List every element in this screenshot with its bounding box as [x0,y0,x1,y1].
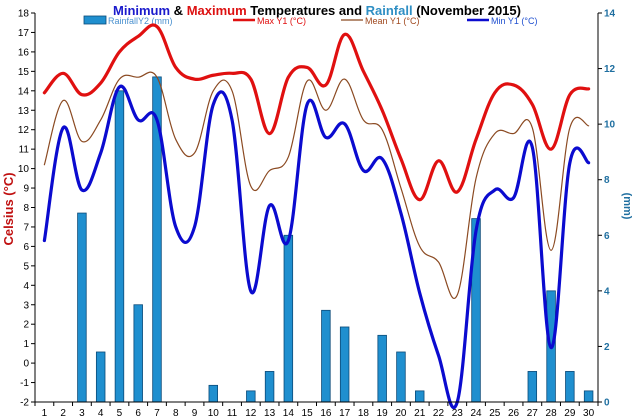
rain-bar [95,351,106,403]
rain-bar [339,326,350,403]
legend-label: Mean Y1 (°C) [365,16,419,26]
legend: RainfallY2 (mm) Max Y1 (°C) Mean Y1 (°C) Mi… [83,15,537,26]
x-tick-label: 24 [470,408,482,419]
y-tick-label-left: 5 [23,261,29,272]
title-part: Temperatures and [247,3,366,18]
series-line-min [42,84,591,410]
x-tick-label: 22 [433,408,445,419]
y-tick-label-left: 1 [23,339,29,350]
title-part: & [170,3,187,18]
x-tick-label: 1 [42,408,48,419]
y-tick-label-left: 8 [23,203,29,214]
x-tick-label: 29 [564,408,576,419]
x-tick-label: 21 [414,408,426,419]
x-tick-label: 19 [377,408,389,419]
x-tick-label: 8 [173,408,179,419]
rain-bar [283,234,294,403]
legend-label: Max Y1 (°C) [257,16,306,26]
y-axis-label-left: Celsius (°C) [1,172,16,245]
series-line-mean [43,71,590,299]
rain-bar [415,390,425,403]
y-tick-label-left: 12 [18,125,30,136]
x-tick-label: 2 [60,408,66,419]
x-tick-label: 18 [358,408,370,419]
x-tick-label: 16 [320,408,332,419]
rain-bar [246,390,256,403]
legend-swatch-rainfall [83,15,107,25]
y-tick-label-left: -2 [20,398,29,409]
y-tick-label-right: 10 [604,120,616,131]
x-tick-label: 10 [208,408,220,419]
x-tick-label: 27 [527,408,539,419]
x-tick-label: 11 [227,408,238,419]
rain-bar [321,309,331,403]
rain-bar [77,212,87,403]
x-tick-label: 26 [508,408,520,419]
y-tick-label-left: 13 [18,106,30,117]
y-tick-label-left: 0 [23,359,29,370]
x-tick-label: 23 [452,408,464,419]
rain-bar [583,390,594,403]
y-tick-label-right: 6 [604,231,610,242]
title-part: (November 2015) [413,3,521,18]
x-tick-label: 20 [395,408,407,419]
x-tick-label: 12 [245,408,257,419]
y-tick-label-right: 12 [604,64,616,75]
y-tick-label-left: 6 [23,242,29,253]
title-part: Rainfall [366,3,413,18]
y-tick-label-left: -1 [20,378,29,389]
x-tick-label: 15 [302,408,314,419]
legend-label: RainfallY2 (mm) [108,16,173,26]
title-part: Minimum [113,3,170,18]
rain-bar [565,371,575,403]
y-tick-label-left: 14 [18,86,30,97]
y-tick-label-left: 4 [23,281,29,292]
x-tick-label: 17 [339,408,351,419]
y-tick-label-right: 0 [604,398,610,409]
x-tick-label: 13 [264,408,276,419]
y-tick-label-left: 17 [18,28,30,39]
x-tick-label: 28 [546,408,558,419]
title-part: Maximum [187,3,247,18]
rain-bar [396,351,406,403]
y-tick-label-left: 9 [23,184,29,195]
y-tick-label-left: 7 [23,222,29,233]
y-tick-label-left: 16 [18,47,30,58]
x-tick-label: 30 [583,408,595,419]
y-tick-label-right: 4 [604,286,610,297]
y-tick-label-right: 2 [604,342,610,353]
y-tick-label-left: 3 [23,300,29,311]
rain-bar [377,334,387,403]
y-tick-label-left: 11 [19,145,30,156]
y-axis-label-right: (mm) [621,193,633,220]
x-tick-label: 25 [489,408,501,419]
rain-bar [114,90,125,403]
x-tick-label: 6 [135,408,141,419]
x-tick-label: 4 [98,408,104,419]
y-tick-label-left: 2 [23,320,29,331]
y-tick-label-right: 14 [604,9,616,20]
x-tick-label: 7 [154,408,160,419]
y-tick-label-left: 10 [18,164,30,175]
y-tick-label-left: 15 [18,67,30,78]
rain-bar [133,304,143,403]
rain-bar [208,384,218,403]
series-line-max [42,23,591,202]
rain-bar [527,371,538,403]
x-tick-label: 14 [283,408,295,419]
rain-bar [264,371,275,403]
y-tick-label-right: 8 [604,175,610,186]
chart-title: Minimum & Maximum Temperatures and Rainf… [113,3,521,18]
plot-area: -2-1012345678910111213141516171802468101… [18,9,616,420]
x-tick-label: 9 [192,408,198,419]
x-tick-label: 5 [117,408,123,419]
legend-label: Min Y1 (°C) [491,16,537,26]
y-tick-label-left: 18 [18,9,30,20]
x-tick-label: 3 [79,408,85,419]
